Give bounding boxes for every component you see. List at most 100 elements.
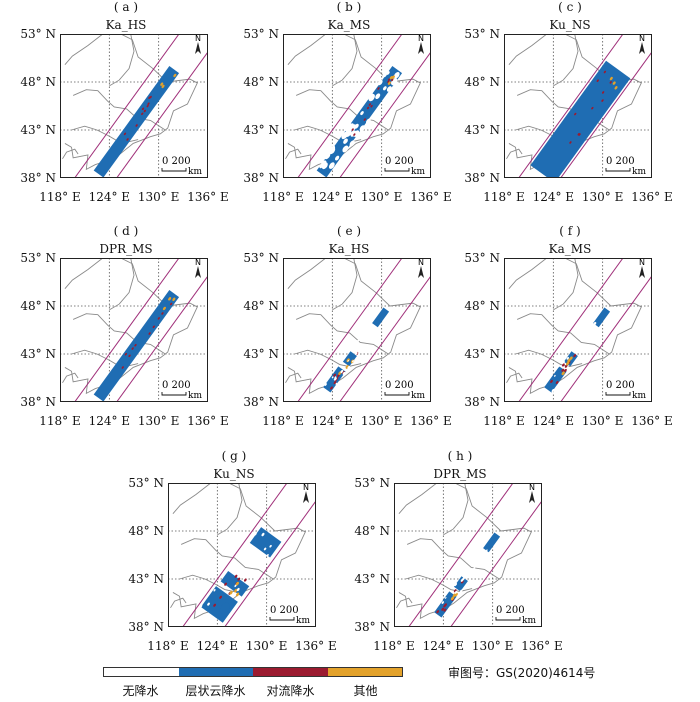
scale-bar-unit: km	[632, 391, 646, 401]
swath-edge-line	[74, 258, 180, 402]
swath-edge-line	[560, 275, 652, 402]
convective-precip-cell	[131, 347, 134, 350]
lat-tick-label: 48° N	[20, 75, 56, 89]
lat-tick-label: 48° N	[20, 299, 56, 313]
convective-precip-cell	[330, 386, 333, 390]
coastline	[506, 148, 523, 160]
convective-precip-cell	[443, 608, 447, 612]
lon-tick-label: 118° E	[39, 190, 81, 204]
satellite-swath	[408, 483, 542, 627]
map-panel-h: ( h ) DPR_MS 53° N 48° N 43° N 38° N 118° E 124…	[350, 449, 570, 667]
stratiform-precip-area	[220, 570, 250, 597]
convective-precip-cell	[564, 368, 567, 373]
gap-area	[199, 604, 203, 608]
convective-precip-cell	[602, 91, 605, 94]
convective-precip-cell	[161, 312, 164, 315]
lon-tick-label: 130° E	[581, 190, 624, 204]
lon-tick-label: 130° E	[360, 414, 403, 428]
gap-area	[253, 532, 257, 536]
gap-area	[261, 532, 265, 537]
gap-area	[485, 549, 488, 552]
north-arrow: N	[418, 258, 424, 278]
other-precip-cell	[450, 596, 455, 601]
precipitation-layer	[530, 60, 631, 178]
gap-area	[342, 371, 346, 375]
swath-edge-line	[297, 34, 403, 178]
convective-precip-cell	[123, 132, 127, 136]
lon-tick-label: 124° E	[532, 190, 575, 204]
other-precip-cell	[173, 73, 177, 78]
lat-tick-label: 43° N	[243, 347, 279, 361]
stratiform-precip-area	[219, 602, 230, 614]
precipitation-layer	[316, 66, 403, 178]
convective-precip-cell	[141, 112, 144, 116]
country-border	[64, 258, 198, 395]
gap-area	[364, 335, 368, 339]
other-precip-cell	[168, 297, 172, 301]
convective-precip-cell	[550, 379, 553, 383]
convective-precip-cell	[135, 124, 138, 127]
gap-area	[590, 324, 593, 328]
swath-edge-line	[408, 483, 514, 627]
scale-bar-line	[269, 617, 295, 621]
satellite-swath	[518, 34, 652, 178]
north-label: N	[195, 34, 201, 43]
stratiform-precip-area	[249, 527, 282, 558]
lon-tick-label: 130° E	[360, 190, 403, 204]
lat-tick-label: 43° N	[20, 123, 56, 137]
panel-title: Ka_HS	[105, 18, 147, 32]
convective-precip-cell	[574, 112, 577, 116]
province-border	[516, 313, 610, 355]
coastline	[396, 597, 413, 609]
lat-tick-label: 53° N	[128, 476, 164, 490]
gap-area	[207, 602, 210, 606]
map-border	[394, 483, 542, 627]
north-label: N	[639, 258, 645, 267]
lat-tick-label: 43° N	[128, 572, 164, 586]
gap-area	[383, 86, 387, 91]
gap-area	[234, 584, 237, 588]
convective-precip-cell	[436, 610, 440, 614]
map-border	[283, 34, 431, 178]
lon-tick-label: 124° E	[422, 639, 465, 653]
map-panel-a: ( a ) Ka_HS 53° N 48° N 43° N 38° N 118° E 124°…	[16, 0, 236, 218]
map-border	[60, 258, 208, 402]
north-arrow: N	[639, 34, 645, 54]
swath-edge-line	[74, 34, 180, 178]
gap-area	[477, 566, 480, 569]
swath-edge-line	[518, 34, 624, 178]
gap-area	[352, 360, 354, 363]
lon-tick-label: 136° E	[521, 639, 563, 653]
scale-bar-unit: km	[296, 616, 310, 626]
gap-area	[557, 364, 561, 368]
gap-area	[355, 132, 359, 136]
convective-precip-cell	[121, 366, 124, 369]
stratiform-precip-area	[93, 290, 180, 402]
country-border	[398, 483, 532, 620]
lat-tick-label: 53° N	[20, 27, 56, 41]
north-arrow-icon	[195, 42, 201, 54]
gap-area	[342, 145, 349, 153]
panel-title: Ka_MS	[548, 242, 592, 256]
north-arrow: N	[303, 483, 309, 503]
other-precip-cell	[234, 588, 238, 593]
gap-area	[382, 72, 388, 78]
gap-area	[551, 388, 555, 393]
province-border	[406, 538, 500, 580]
north-label: N	[418, 258, 424, 267]
gap-area	[386, 71, 390, 75]
scale-bar-line	[384, 168, 410, 172]
other-precip-cell	[565, 361, 570, 366]
legend-labels: 无降水 层状云降水 对流降水 其他	[103, 682, 403, 699]
scale-bar-line	[384, 392, 410, 396]
gap-area	[441, 601, 444, 604]
north-label: N	[529, 483, 535, 492]
lat-tick-label: 48° N	[464, 75, 500, 89]
lat-tick-label: 48° N	[464, 299, 500, 313]
convective-precip-cell	[368, 103, 371, 106]
convective-precip-cell	[234, 574, 238, 578]
